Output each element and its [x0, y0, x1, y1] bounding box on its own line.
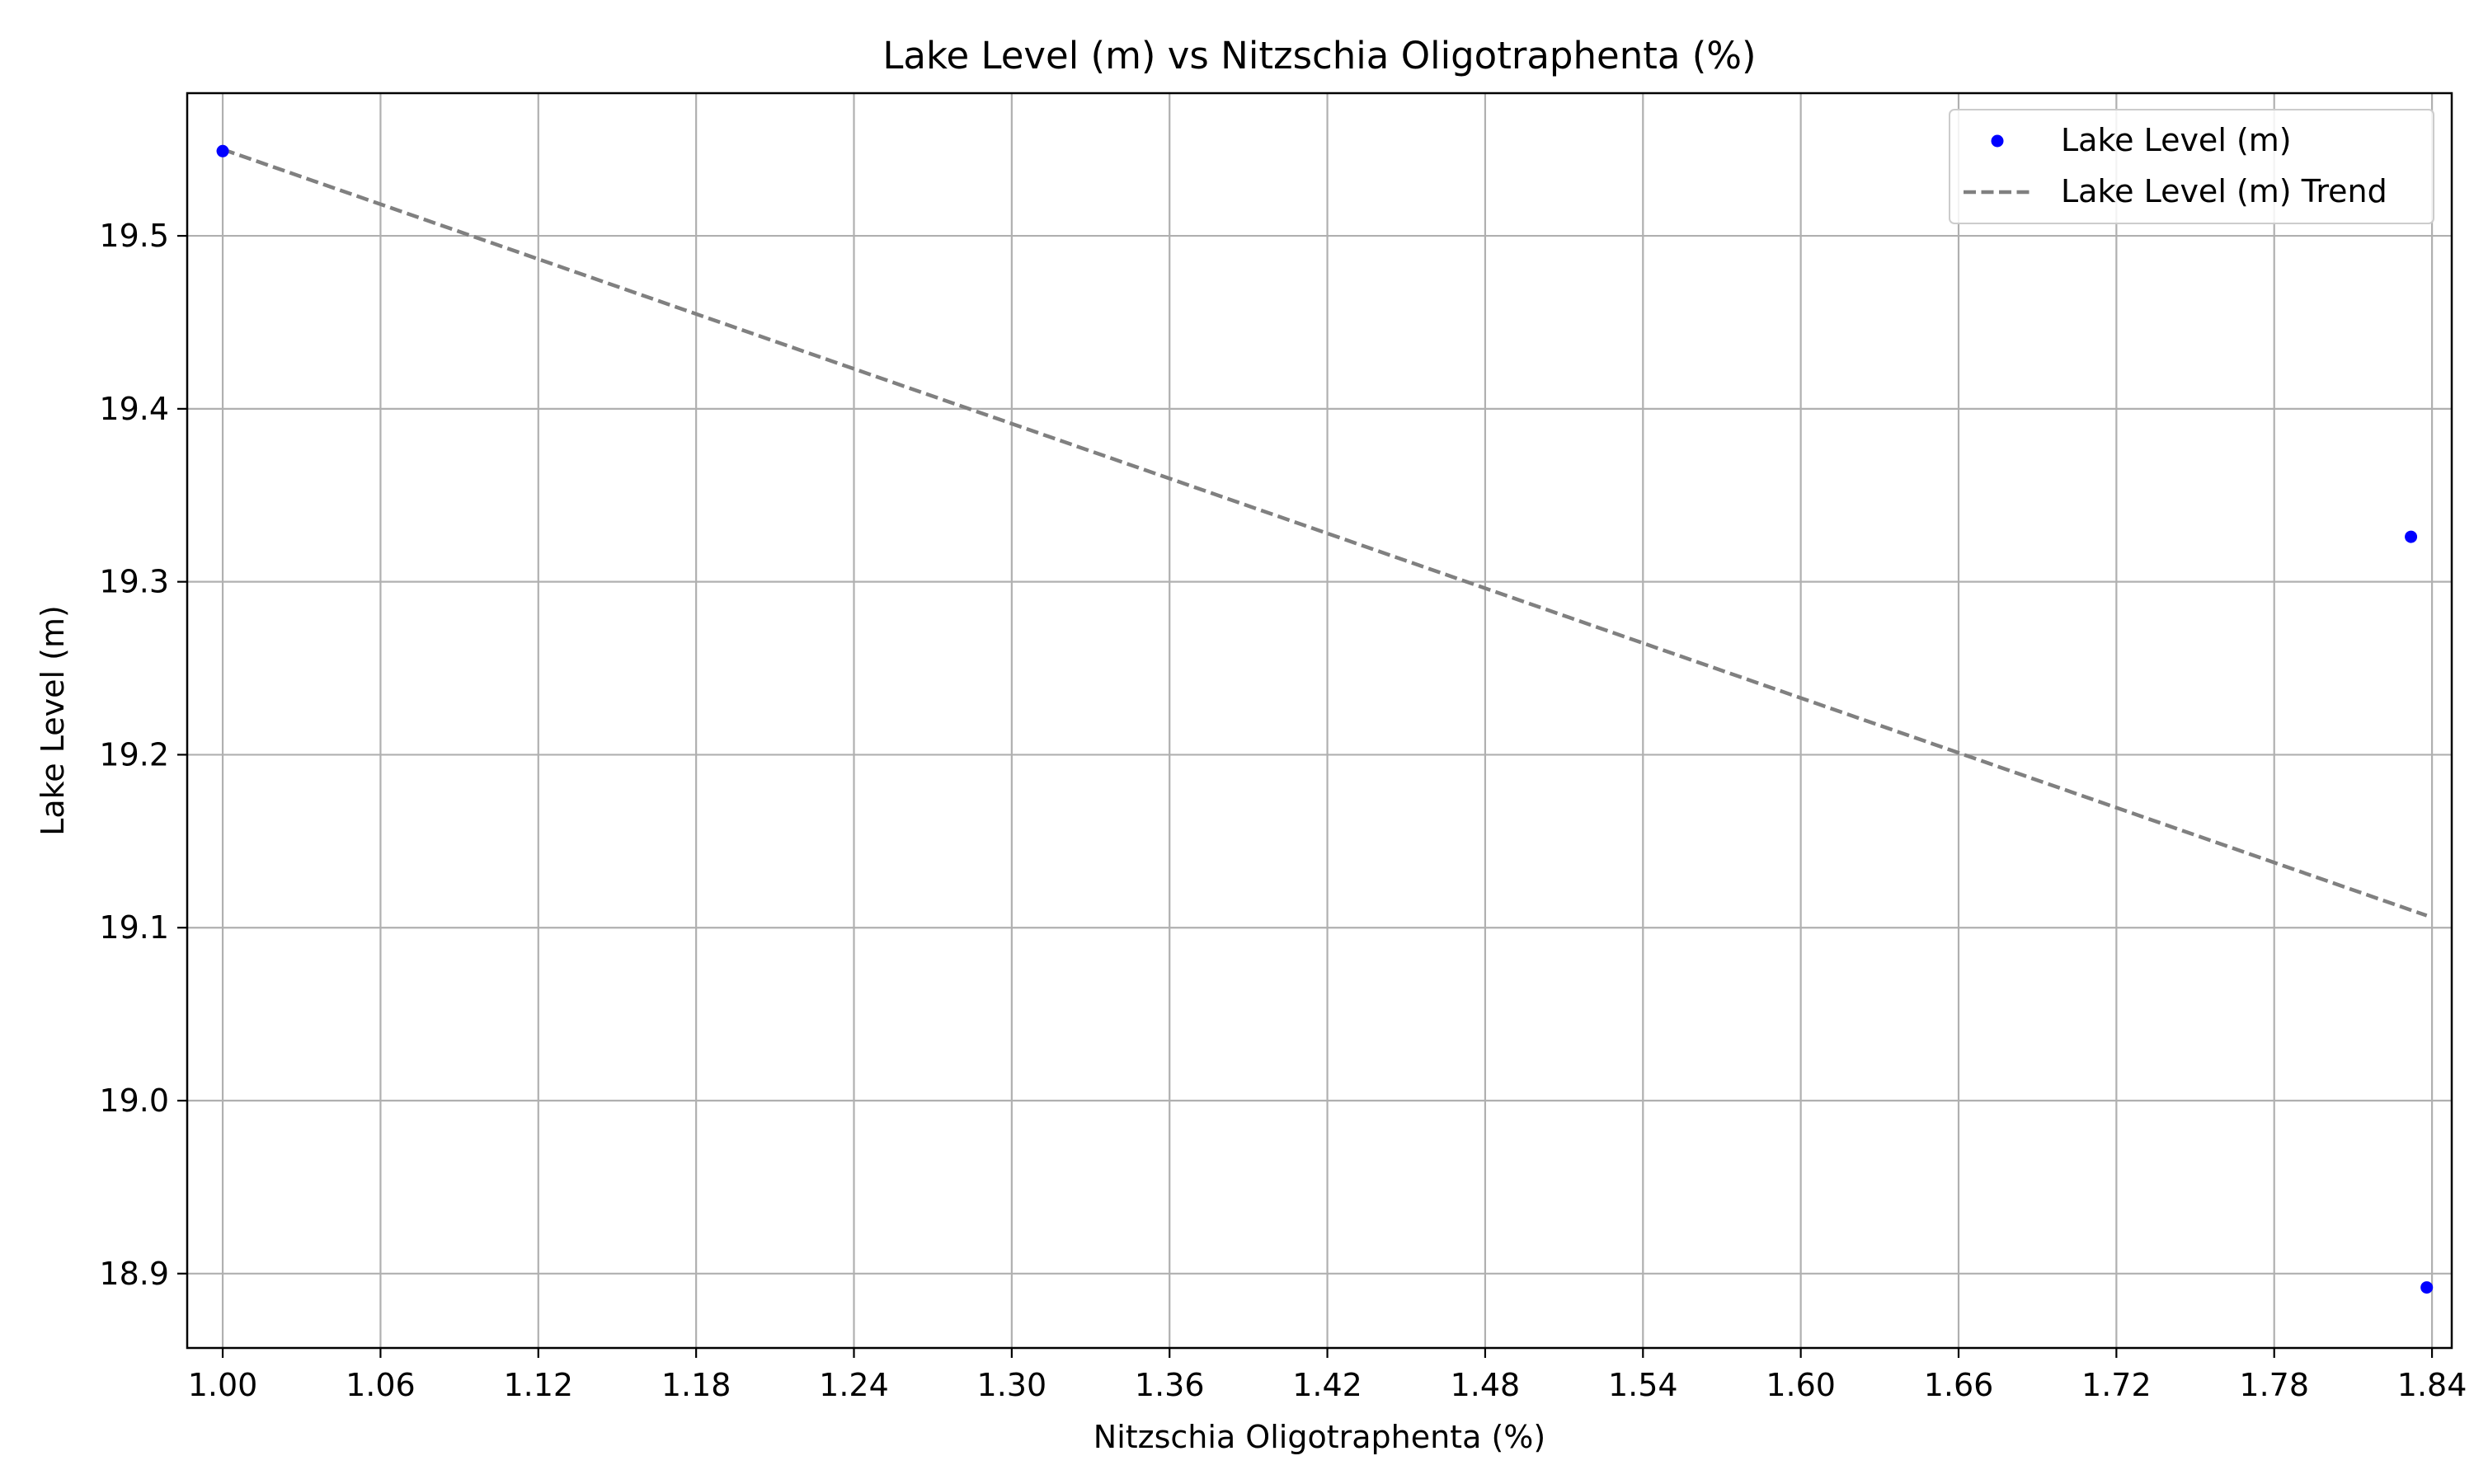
- y-tick-label: 19.3: [99, 564, 169, 600]
- chart-title: Lake Level (m) vs Nitzschia Oligotraphen…: [882, 34, 1756, 77]
- x-tick-label: 1.30: [977, 1367, 1047, 1403]
- plot-frame: [186, 92, 2453, 1350]
- scatter-point: [2405, 530, 2418, 543]
- x-tick-label: 1.66: [1924, 1367, 1994, 1403]
- legend-label-trend: Lake Level (m) Trend: [2061, 173, 2387, 209]
- x-axis-label: Nitzschia Oligotraphenta (%): [1094, 1419, 1545, 1455]
- y-tick-label: 19.4: [99, 391, 169, 427]
- x-tick-label: 1.48: [1451, 1367, 1521, 1403]
- x-tick-label: 1.00: [188, 1367, 258, 1403]
- x-tick-label: 1.36: [1135, 1367, 1205, 1403]
- legend-box: [1949, 109, 2434, 224]
- x-tick-label: 1.06: [346, 1367, 416, 1403]
- legend: Lake Level (m) Lake Level (m) Trend: [1949, 109, 2434, 224]
- x-tick-label: 1.42: [1292, 1367, 1362, 1403]
- grid-lines: [187, 93, 2452, 1348]
- y-tick-label: 19.0: [99, 1082, 169, 1119]
- legend-marker-scatter: [1991, 134, 2004, 148]
- scatter-point: [216, 144, 229, 157]
- x-tick-label: 1.84: [2397, 1367, 2467, 1403]
- x-tick-label: 1.12: [503, 1367, 573, 1403]
- y-tick-label: 18.9: [99, 1256, 169, 1292]
- x-tick-label: 1.72: [2081, 1367, 2152, 1403]
- trend-line: [222, 148, 2428, 918]
- x-tick-label: 1.54: [1608, 1367, 1678, 1403]
- x-tick-label: 1.78: [2239, 1367, 2309, 1403]
- y-axis-ticks: 18.9 19.0 19.1 19.2 19.3 19.4 19.5: [99, 218, 187, 1292]
- y-tick-label: 19.1: [99, 909, 169, 946]
- x-axis-ticks: 1.00 1.06 1.12 1.18 1.24 1.30 1.36 1.42 1.48 1.54…: [188, 1348, 2467, 1403]
- y-tick-label: 19.2: [99, 736, 169, 773]
- scatter-point: [2420, 1281, 2434, 1294]
- x-tick-label: 1.24: [819, 1367, 889, 1403]
- y-axis-label: Lake Level (m): [35, 605, 71, 836]
- y-tick-label: 19.5: [99, 218, 169, 254]
- x-tick-label: 1.18: [661, 1367, 731, 1403]
- x-tick-label: 1.60: [1766, 1367, 1836, 1403]
- plot-series: [216, 144, 2434, 1294]
- legend-label-scatter: Lake Level (m): [2061, 122, 2292, 158]
